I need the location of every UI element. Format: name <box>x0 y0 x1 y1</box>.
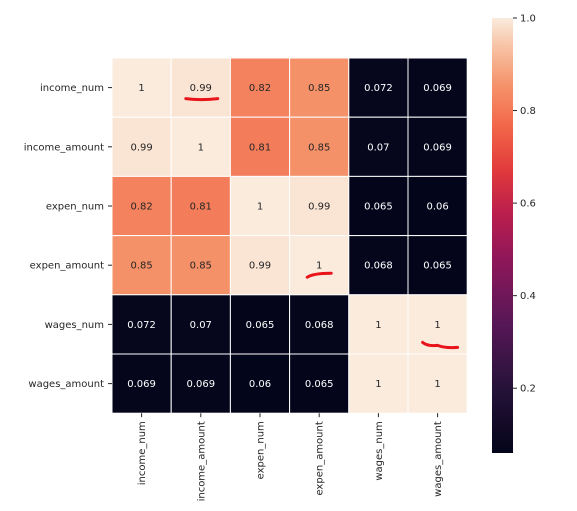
heatmap-cell <box>289 235 350 296</box>
y-tick-label: income_num <box>40 83 104 94</box>
heatmap-cell <box>407 175 468 237</box>
heatmap-cell <box>229 235 291 296</box>
cell-value-label: 1 <box>198 142 204 153</box>
heatmap-cell-labels: 1 0.99 0.82 0.85 0.072 0.069 0.99 1 0.81 0.85 0.07… <box>127 83 452 390</box>
x-tick-label: expen_amount <box>315 421 326 495</box>
cell-value-label: 0.065 <box>364 202 393 213</box>
heatmap-cell <box>170 116 231 177</box>
y-tick-label: expen_amount <box>30 261 104 272</box>
cell-value-label: 1 <box>375 320 381 331</box>
cell-value-label: 0.82 <box>130 202 152 213</box>
y-tick-label: wages_num <box>45 320 104 331</box>
cell-value-label: 0.07 <box>367 142 389 153</box>
cell-value-label: 0.069 <box>186 379 215 390</box>
heatmap-cell <box>111 235 172 296</box>
cell-value-label: 1 <box>138 83 144 94</box>
cell-value-label: 0.069 <box>423 142 452 153</box>
cell-value-label: 0.065 <box>305 379 334 390</box>
red-underline-mark <box>421 340 460 350</box>
colorbar-gradient <box>492 18 513 453</box>
cell-value-label: 0.85 <box>130 261 152 272</box>
cell-value-label: 0.99 <box>249 261 271 272</box>
cell-value-label: 0.069 <box>127 379 156 390</box>
cell-value-label: 0.072 <box>364 83 393 94</box>
heatmap-cell <box>111 353 172 414</box>
cell-value-label: 0.81 <box>190 202 212 213</box>
heatmap-cell <box>407 353 468 414</box>
heatmap-cell <box>229 294 291 355</box>
x-tick-label: wages_amount <box>433 421 444 497</box>
cell-value-label: 1 <box>434 320 440 331</box>
cell-value-label: 0.065 <box>423 261 452 272</box>
cell-value-label: 1 <box>316 261 322 272</box>
y-tick-labels: income_num income_amount expen_num expen_am… <box>24 83 112 390</box>
heatmap-cell <box>407 57 468 118</box>
cell-value-label: 0.85 <box>308 142 330 153</box>
cell-value-label: 0.81 <box>249 142 271 153</box>
cell-value-label: 1 <box>434 379 440 390</box>
colorbar: 0.2 0.4 0.6 0.8 1.0 <box>492 14 536 453</box>
x-tick-labels: income_num income_amount expen_num expen_am… <box>137 413 444 501</box>
cell-value-label: 1 <box>257 202 263 213</box>
cell-value-label: 0.82 <box>249 83 271 94</box>
y-tick-label: wages_amount <box>28 379 104 390</box>
heatmap-cells <box>111 57 468 414</box>
cell-value-label: 0.85 <box>190 261 212 272</box>
heatmap-cell <box>289 294 350 355</box>
heatmap-cell <box>348 175 409 237</box>
y-tick-label: expen_num <box>46 202 104 213</box>
heatmap-cell <box>348 294 409 355</box>
heatmap-cell <box>170 235 231 296</box>
heatmap-cell <box>407 235 468 296</box>
colorbar-tick-label: 0.4 <box>520 291 536 302</box>
heatmap-cell <box>348 235 409 296</box>
x-tick-label: income_amount <box>196 421 207 501</box>
cell-value-label: 0.85 <box>308 83 330 94</box>
x-tick-label: expen_num <box>256 421 267 479</box>
cell-value-label: 0.072 <box>127 320 156 331</box>
cell-value-label: 0.068 <box>364 261 393 272</box>
heatmap-cell <box>111 294 172 355</box>
y-tick-label: income_amount <box>24 142 104 153</box>
red-underline-mark <box>305 271 333 279</box>
heatmap-cell <box>170 175 231 237</box>
cell-value-label: 0.99 <box>308 202 330 213</box>
handwritten-annotations <box>184 97 460 350</box>
red-underline-mark <box>184 97 220 102</box>
heatmap-cell <box>229 57 291 118</box>
cell-value-label: 0.99 <box>130 142 152 153</box>
cell-value-label: 0.068 <box>305 320 334 331</box>
x-tick-label: income_num <box>137 421 148 485</box>
cell-value-label: 0.99 <box>190 83 212 94</box>
heatmap-cell <box>289 175 350 237</box>
colorbar-tick-label: 1.0 <box>520 14 536 25</box>
cell-value-label: 0.06 <box>249 379 271 390</box>
heatmap-cell <box>407 116 468 177</box>
colorbar-tick-label: 0.8 <box>520 106 536 117</box>
heatmap-cell <box>111 57 172 118</box>
cell-value-label: 0.069 <box>423 83 452 94</box>
colorbar-tick-label: 0.2 <box>520 384 536 395</box>
heatmap-cell <box>289 116 350 177</box>
x-tick-label: wages_num <box>374 421 385 480</box>
cell-value-label: 0.065 <box>246 320 275 331</box>
cell-value-label: 0.06 <box>426 202 448 213</box>
colorbar-tick-label: 0.6 <box>520 199 536 210</box>
cell-value-label: 1 <box>375 379 381 390</box>
heatmap-cell <box>170 57 231 118</box>
cell-value-label: 0.07 <box>190 320 212 331</box>
